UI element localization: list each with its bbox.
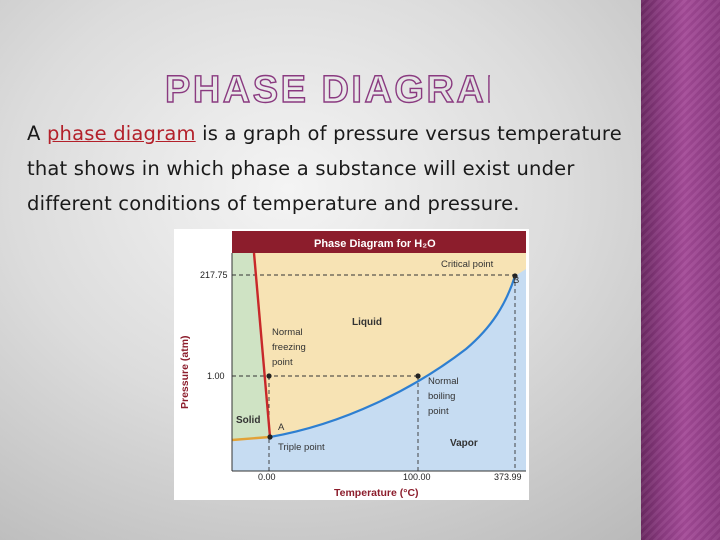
sublimation-curve (231, 435, 271, 442)
slide-title: PHASE DIAGRAMS (164, 68, 490, 110)
x-tick-critical: 373.99 (494, 472, 522, 482)
phase-diagram-figure: Phase Diagram for H₂O 217.75 1.00 0.0 (174, 229, 529, 500)
y-axis-label: Pressure (atm) (179, 335, 191, 409)
critical-point-letter: B (513, 275, 519, 286)
boiling-label-line2: boiling (428, 391, 455, 402)
boiling-label-line3: point (428, 406, 449, 417)
liquid-vapor-curve (269, 275, 517, 439)
solid-label: Solid (236, 415, 260, 426)
slide-title-text: PHASE DIAGRAMS (165, 69, 490, 110)
freezing-label-line3: point (272, 357, 293, 368)
solid-liquid-curve (252, 252, 272, 438)
diagram-title: Phase Diagram for H₂O (314, 238, 436, 250)
diagram-header-bar (232, 231, 526, 253)
freezing-label-line2: freezing (272, 342, 306, 353)
x-axis-label: Temperature (°C) (334, 487, 419, 499)
y-tick-critical: 217.75 (200, 270, 228, 280)
body-text-rest: is a graph of pressure versus temperatur… (27, 122, 622, 215)
vapor-region (232, 269, 526, 471)
phase-diagram-link[interactable]: phase diagram (46, 122, 196, 145)
boiling-label-line1: Normal (428, 376, 459, 387)
slide-body-text: A phase diagram is a graph of pressure v… (27, 116, 627, 221)
critical-point-label: Critical point (441, 259, 494, 270)
x-tick-zero: 0.00 (258, 472, 276, 482)
decorative-sidebar (641, 0, 720, 540)
body-text-prefix: A (27, 122, 47, 145)
triple-point-label: Triple point (278, 442, 325, 453)
phase-diagram-svg: Phase Diagram for H₂O 217.75 1.00 0.0 (179, 231, 526, 499)
critical-point-marker (512, 273, 518, 279)
freezing-label-line1: Normal (272, 327, 303, 338)
vapor-label: Vapor (450, 438, 478, 449)
triple-point-marker (267, 434, 273, 440)
liquid-label: Liquid (352, 317, 382, 328)
x-tick-hundred: 100.00 (403, 472, 431, 482)
boiling-point-marker (415, 373, 421, 379)
y-tick-one-atm: 1.00 (207, 371, 225, 381)
solid-region (232, 253, 270, 439)
freezing-point-marker (266, 373, 272, 379)
triple-point-letter: A (278, 422, 285, 433)
